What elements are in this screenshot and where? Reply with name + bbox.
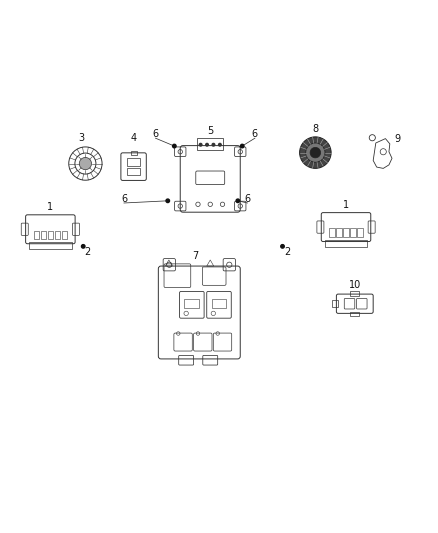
Text: 6: 6	[152, 129, 159, 139]
Text: 10: 10	[349, 280, 361, 290]
Text: 1: 1	[47, 202, 53, 212]
Bar	[329, 229, 335, 237]
Bar	[336, 229, 342, 237]
Circle shape	[173, 144, 176, 148]
Bar	[127, 168, 140, 175]
Text: 5: 5	[207, 126, 213, 136]
Bar	[350, 292, 359, 296]
Bar	[197, 138, 223, 150]
Bar	[48, 231, 53, 239]
Bar	[41, 231, 46, 239]
Text: 6: 6	[252, 129, 258, 139]
Bar	[343, 229, 349, 237]
Circle shape	[166, 199, 170, 203]
Bar	[29, 242, 71, 249]
Circle shape	[199, 143, 202, 146]
Circle shape	[212, 143, 215, 146]
Bar	[34, 231, 39, 239]
Text: 3: 3	[78, 133, 84, 143]
Circle shape	[240, 144, 244, 148]
Bar	[350, 312, 359, 316]
Text: 6: 6	[244, 193, 251, 204]
Bar	[332, 300, 338, 307]
Circle shape	[310, 147, 321, 158]
Text: 2: 2	[284, 247, 290, 257]
Bar	[350, 229, 356, 237]
Bar	[357, 229, 363, 237]
Bar	[212, 300, 226, 308]
Circle shape	[219, 143, 221, 146]
Circle shape	[79, 157, 92, 169]
Text: 7: 7	[192, 252, 198, 261]
Bar	[127, 158, 140, 166]
Circle shape	[81, 245, 85, 248]
Bar	[55, 231, 60, 239]
Bar	[325, 240, 367, 247]
Text: 8: 8	[312, 124, 318, 134]
Bar	[131, 151, 137, 155]
Text: 9: 9	[395, 134, 401, 143]
Text: 6: 6	[121, 193, 127, 204]
Text: 4: 4	[131, 133, 137, 143]
Bar	[62, 231, 67, 239]
Circle shape	[206, 143, 208, 146]
Circle shape	[300, 137, 331, 168]
Circle shape	[306, 143, 325, 162]
Text: 1: 1	[343, 200, 349, 210]
Circle shape	[236, 199, 240, 203]
Circle shape	[281, 245, 284, 248]
Text: 2: 2	[85, 247, 91, 257]
Bar	[184, 300, 199, 308]
